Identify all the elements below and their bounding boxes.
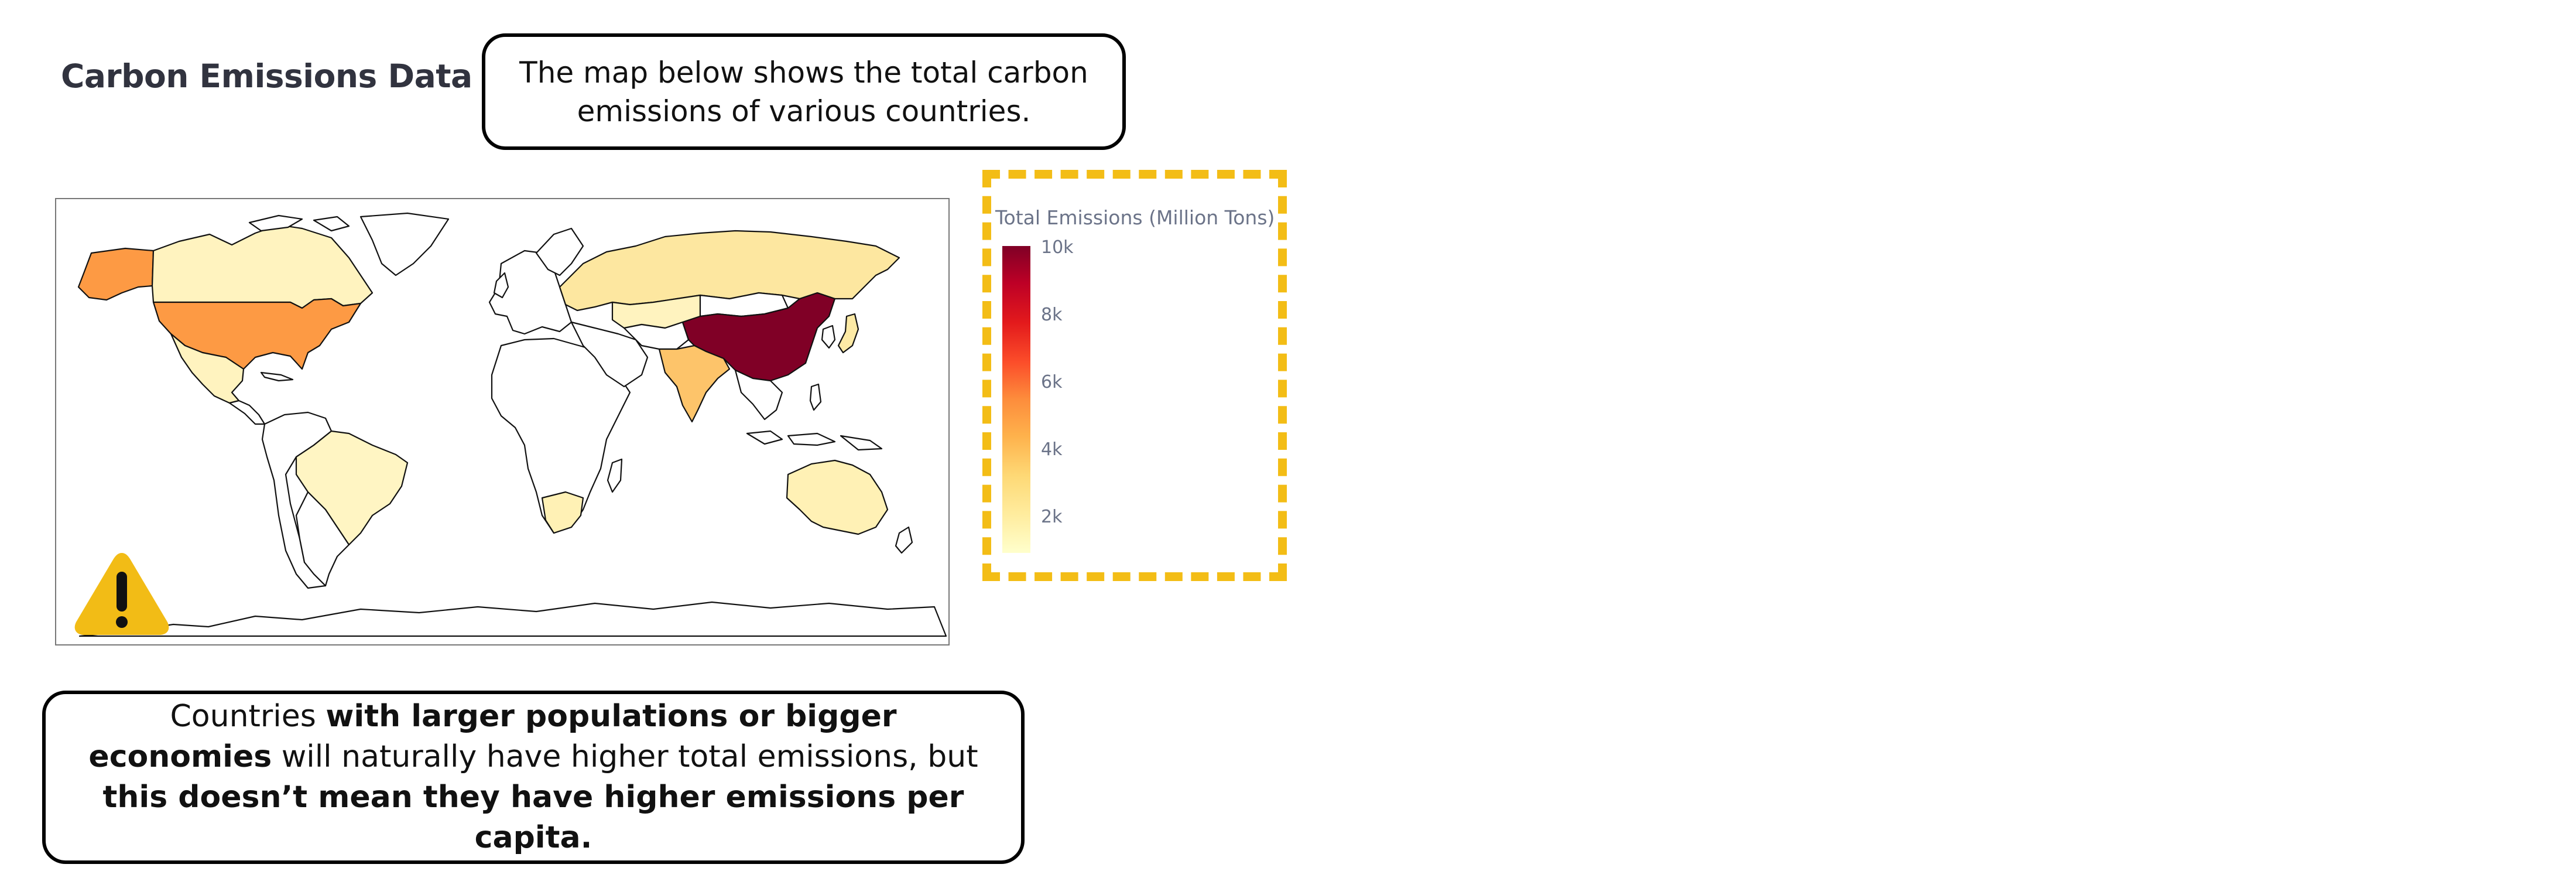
insight-text-bold1: with larger populations or bigger econom…: [88, 699, 897, 774]
country-mexico[interactable]: [170, 333, 245, 404]
intro-callout-text: The map below shows the total carbon emi…: [519, 55, 1088, 128]
intro-callout: The map below shows the total carbon emi…: [482, 33, 1126, 150]
legend-tick-4k: 4k: [1041, 439, 1063, 460]
new-zealand: [895, 526, 913, 554]
page-title: Carbon Emissions Data: [61, 57, 472, 95]
legend-highlight-box: [982, 170, 1287, 581]
country-australia[interactable]: [786, 459, 889, 535]
warning-triangle-icon: [74, 553, 169, 635]
southeast-asia: [734, 369, 783, 421]
insight-text-bold2: this doesn’t mean they have higher emiss…: [102, 780, 964, 855]
country-alaska[interactable]: [77, 247, 155, 301]
scandinavia: [535, 227, 584, 276]
insight-text-part1: Countries: [170, 699, 326, 734]
legend-tick-6k: 6k: [1041, 372, 1063, 392]
legend-tick-2k: 2k: [1041, 507, 1063, 527]
country-canada[interactable]: [151, 224, 374, 309]
insight-text-part2: will naturally have higher total emissio…: [272, 739, 978, 774]
madagascar: [607, 458, 623, 493]
philippines: [809, 383, 822, 411]
central-asia: [623, 321, 690, 350]
arctic-islands: [248, 214, 350, 232]
legend-tick-10k: 10k: [1041, 237, 1074, 258]
choropleth-map[interactable]: [55, 198, 950, 645]
country-brazil[interactable]: [295, 430, 409, 546]
caribbean: [260, 371, 294, 382]
legend-title: Total Emissions (Million Tons): [995, 206, 1275, 229]
uk: [493, 272, 509, 299]
korea: [821, 325, 836, 349]
central-america: [228, 399, 266, 425]
legend-colorbar: [1002, 246, 1030, 553]
indonesia: [746, 430, 883, 451]
country-argentina: [295, 491, 350, 587]
country-south-africa[interactable]: [541, 491, 584, 534]
insight-callout-text: Countries with larger populations or big…: [81, 696, 986, 858]
world-map-svg: [77, 212, 947, 637]
country-japan[interactable]: [837, 313, 859, 354]
country-india[interactable]: [658, 344, 731, 423]
antarctica: [78, 601, 947, 637]
insight-callout: Countries with larger populations or big…: [42, 691, 1025, 864]
middle-east: [570, 321, 649, 388]
country-greenland: [359, 212, 450, 276]
legend-tick-8k: 8k: [1041, 305, 1063, 325]
